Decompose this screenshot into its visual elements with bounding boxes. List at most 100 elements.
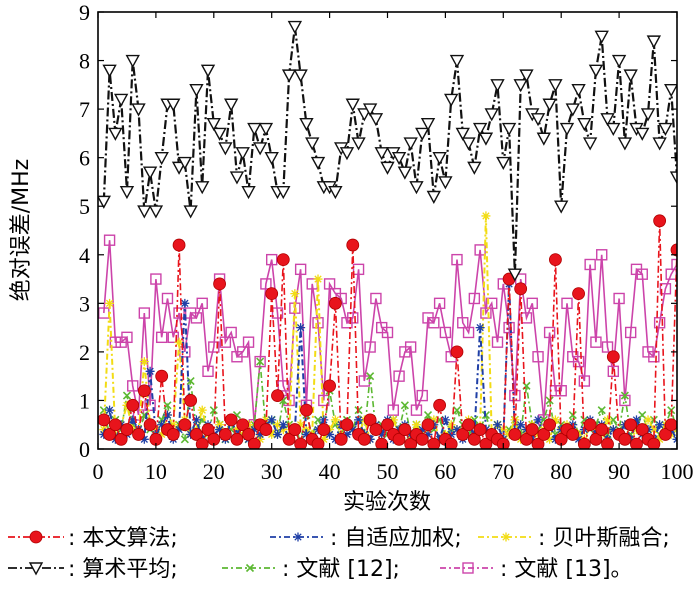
data-point-贝叶斯融合 <box>174 337 184 347</box>
series-算术平均 <box>98 20 677 282</box>
data-point-算术平均 <box>183 205 198 219</box>
data-point-文献-13 <box>190 312 203 324</box>
data-point-本文算法 <box>520 432 533 446</box>
data-point-文献-13 <box>294 263 307 276</box>
data-point-文献-13 <box>659 283 672 295</box>
data-point-算术平均 <box>212 127 227 141</box>
data-point-算术平均 <box>409 181 424 195</box>
data-point-文献-12 <box>256 357 265 366</box>
data-point-本文算法 <box>595 423 609 436</box>
legend-marker <box>28 562 44 576</box>
data-point-本文算法 <box>247 437 261 449</box>
y-tick-label: 5 <box>79 194 90 219</box>
data-point-算术平均 <box>588 64 604 78</box>
data-point-本文算法 <box>323 379 337 393</box>
data-point-算术平均 <box>635 127 650 141</box>
data-point-本文算法 <box>589 432 603 446</box>
data-point-本文算法 <box>427 437 441 449</box>
data-point-文献-13 <box>254 355 266 368</box>
data-point-自适应加权 <box>423 429 433 439</box>
data-point-文献-12 <box>609 415 618 424</box>
x-tick-label: 10 <box>145 459 167 484</box>
data-point-自适应加权 <box>278 420 288 430</box>
data-point-算术平均 <box>611 54 627 69</box>
data-point-自适应加权 <box>516 420 526 430</box>
y-tick-label: 9 <box>79 0 90 25</box>
data-point-自适应加权 <box>157 420 167 430</box>
data-point-算术平均 <box>218 142 233 156</box>
data-point-算术平均 <box>287 20 303 35</box>
data-point-贝叶斯融合 <box>255 434 265 444</box>
plot-frame <box>97 11 678 450</box>
data-point-自适应加权 <box>608 425 618 435</box>
data-point-本文算法 <box>265 287 279 301</box>
data-point-文献-13 <box>242 336 255 348</box>
data-point-本文算法 <box>346 238 360 252</box>
data-point-本文算法 <box>288 423 302 436</box>
series-line-本文算法 <box>103 220 677 448</box>
data-point-本文算法 <box>606 350 620 364</box>
data-point-本文算法 <box>201 423 215 436</box>
data-point-本文算法 <box>543 418 557 432</box>
data-point-自适应加权 <box>446 429 456 439</box>
legend-marker <box>293 532 303 542</box>
data-point-贝叶斯融合 <box>319 434 329 444</box>
series-line-算术平均 <box>102 26 677 275</box>
data-point-本文算法 <box>601 437 614 449</box>
x-tick-label: 100 <box>661 459 694 484</box>
data-point-文献-12 <box>209 406 218 415</box>
data-point-本文算法 <box>195 437 209 449</box>
data-point-算术平均 <box>571 83 586 98</box>
data-point-本文算法 <box>155 369 169 383</box>
data-point-文献-13 <box>636 268 648 280</box>
data-point-贝叶斯融合 <box>105 298 115 308</box>
data-point-本文算法 <box>259 423 273 436</box>
data-point-本文算法 <box>647 437 661 449</box>
data-point-算术平均 <box>189 83 204 98</box>
data-point-本文算法 <box>137 384 151 398</box>
data-point-自适应加权 <box>377 429 387 439</box>
data-point-本文算法 <box>467 432 481 446</box>
data-point-文献-13 <box>433 297 446 310</box>
data-point-算术平均 <box>362 103 378 117</box>
data-point-本文算法 <box>659 428 672 441</box>
data-point-本文算法 <box>479 437 493 449</box>
data-point-算术平均 <box>171 161 187 175</box>
data-point-自适应加权 <box>655 420 665 430</box>
data-point-本文算法 <box>381 418 394 432</box>
data-point-文献-13 <box>648 351 660 363</box>
data-point-算术平均 <box>351 137 366 151</box>
data-point-本文算法 <box>583 418 597 432</box>
data-point-算术平均 <box>623 69 638 83</box>
data-point-算术平均 <box>478 132 494 146</box>
data-point-自适应加权 <box>215 425 225 435</box>
data-point-文献-13 <box>480 307 492 319</box>
data-point-本文算法 <box>398 423 412 436</box>
data-point-自适应加权 <box>139 434 149 444</box>
data-point-文献-12 <box>620 391 629 400</box>
data-point-算术平均 <box>646 35 662 49</box>
legend-marker <box>245 563 255 573</box>
y-tick-label: 0 <box>79 437 90 462</box>
data-point-算术平均 <box>258 122 274 136</box>
data-point-贝叶斯融合 <box>290 289 300 299</box>
legend-item-贝叶斯融合: : 贝叶斯融合; <box>478 526 670 551</box>
data-point-文献-13 <box>161 292 174 305</box>
data-point-贝叶斯融合 <box>272 420 282 430</box>
data-point-算术平均 <box>652 137 667 151</box>
data-point-文献-12 <box>180 435 189 444</box>
data-point-算术平均 <box>223 98 239 112</box>
data-point-本文算法 <box>433 398 447 412</box>
data-point-本文算法 <box>282 432 296 446</box>
data-point-本文算法 <box>340 418 354 432</box>
legend-item-文献-13: : 文献 [13]。 <box>440 557 633 582</box>
data-point-自适应加权 <box>342 429 352 439</box>
data-point-本文算法 <box>630 437 643 449</box>
data-point-自适应加权 <box>128 415 138 425</box>
data-point-算术平均 <box>328 185 343 200</box>
data-point-算术平均 <box>484 108 499 122</box>
data-point-算术平均 <box>455 127 470 141</box>
data-point-本文算法 <box>120 423 134 436</box>
data-point-本文算法 <box>415 432 429 446</box>
